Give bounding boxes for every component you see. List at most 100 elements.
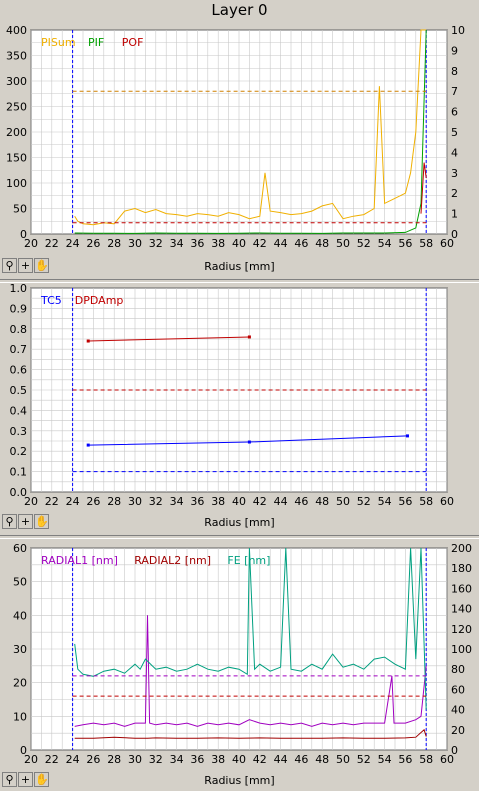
y-tick-label: 1.0 — [10, 282, 28, 295]
x-tick-label: 56 — [398, 495, 412, 508]
hand-icon[interactable]: ✋ — [34, 258, 49, 273]
y2-tick-label: 20 — [451, 724, 465, 737]
y-tick-label: 0.8 — [10, 323, 28, 336]
y-tick-label: 0.4 — [10, 404, 28, 417]
x-tick-label: 48 — [315, 495, 329, 508]
magnifier-icon[interactable]: ⚲ — [2, 772, 17, 787]
x-tick-label: 20 — [24, 753, 38, 766]
y2-tick-label: 4 — [451, 146, 458, 159]
crosshair-icon[interactable]: + — [18, 772, 33, 787]
x-tick-label: 28 — [107, 753, 121, 766]
magnifier-icon[interactable]: ⚲ — [2, 514, 17, 529]
x-tick-label: 20 — [24, 495, 38, 508]
crosshair-icon[interactable]: + — [18, 258, 33, 273]
x-tick-label: 60 — [440, 237, 454, 250]
x-tick-label: 30 — [128, 237, 142, 250]
y2-tick-label: 0 — [451, 228, 458, 241]
chart-pisum[interactable]: 20 22 24 26 28 30 32 34 36 38 40 42 44 46 48 50 52 54 56 58… — [0, 22, 479, 256]
chart-panel-1: 20 22 24 26 28 30 32 34 36 38 40 42 44 46 48 50 52 54 56 58… — [0, 22, 479, 277]
y2-tick-label: 100 — [451, 643, 472, 656]
x-tick-label: 50 — [336, 495, 350, 508]
chart-tc5[interactable]: 20 22 24 26 28 30 32 34 36 38 40 42 44 46 48 50 52 54 56 58… — [0, 282, 479, 512]
y2-tick-label: 120 — [451, 623, 472, 636]
x-tick-label: 52 — [357, 237, 371, 250]
chart-toolbar: ⚲ + ✋ — [2, 258, 50, 274]
y-tick-label: 350 — [6, 50, 27, 63]
x-tick-label: 32 — [149, 237, 163, 250]
series-line-0 — [74, 29, 427, 226]
y-tick-label: 0.5 — [10, 384, 28, 397]
y-tick-label: 50 — [13, 576, 27, 589]
series-line-1 — [74, 728, 427, 739]
x-tick-label: 60 — [440, 753, 454, 766]
x-tick-label: 56 — [398, 237, 412, 250]
x-tick-label: 56 — [398, 753, 412, 766]
x-axis-label: Radius [mm] — [204, 516, 275, 529]
x-tick-label: 60 — [440, 495, 454, 508]
x-tick-label: 22 — [45, 237, 59, 250]
x-tick-label: 44 — [274, 237, 288, 250]
panel-splitter[interactable] — [0, 279, 479, 283]
y-tick-label: 20 — [13, 677, 27, 690]
y-tick-label: 300 — [6, 75, 27, 88]
x-tick-label: 52 — [357, 495, 371, 508]
series-point — [86, 443, 90, 447]
x-tick-label: 28 — [107, 237, 121, 250]
x-tick-label: 38 — [211, 495, 225, 508]
y2-tick-label: 0 — [451, 744, 458, 757]
y-tick-label: 30 — [13, 643, 27, 656]
y2-tick-label: 60 — [451, 683, 465, 696]
x-tick-label: 40 — [232, 753, 246, 766]
series-point — [405, 434, 409, 438]
x-tick-label: 30 — [128, 753, 142, 766]
x-tick-label: 46 — [294, 495, 308, 508]
x-tick-label: 36 — [190, 753, 204, 766]
y-tick-label: 0.1 — [10, 466, 28, 479]
series-point — [86, 339, 90, 343]
y-tick-label: 250 — [6, 101, 27, 114]
series-line-1 — [88, 336, 250, 342]
y-tick-label: 50 — [13, 203, 27, 216]
y-tick-label: 40 — [13, 609, 27, 622]
y2-tick-label: 3 — [451, 167, 458, 180]
y2-tick-label: 6 — [451, 106, 458, 119]
x-tick-label: 48 — [315, 753, 329, 766]
y2-tick-label: 200 — [451, 542, 472, 555]
magnifier-icon[interactable]: ⚲ — [2, 258, 17, 273]
x-tick-label: 58 — [419, 237, 433, 250]
x-tick-label: 42 — [253, 237, 267, 250]
x-tick-label: 30 — [128, 495, 142, 508]
panel-splitter[interactable] — [0, 535, 479, 539]
series-point — [247, 440, 251, 444]
y2-tick-label: 140 — [451, 603, 472, 616]
y-tick-label: 60 — [13, 542, 27, 555]
y2-tick-label: 9 — [451, 44, 458, 57]
legend-entry: DPDAmp — [75, 294, 124, 307]
legend-entry: POF — [122, 36, 144, 49]
y2-tick-label: 40 — [451, 704, 465, 717]
x-tick-label: 44 — [274, 753, 288, 766]
y-tick-label: 150 — [6, 152, 27, 165]
x-tick-label: 24 — [66, 753, 80, 766]
x-tick-label: 38 — [211, 753, 225, 766]
window-title: Layer 0 — [211, 1, 268, 19]
x-axis-label: Radius [mm] — [204, 260, 275, 273]
hand-icon[interactable]: ✋ — [34, 514, 49, 529]
y-tick-label: 10 — [13, 710, 27, 723]
x-tick-label: 26 — [86, 237, 100, 250]
x-tick-label: 26 — [86, 753, 100, 766]
y-tick-label: 0.2 — [10, 445, 28, 458]
chart-panel-3: 20 22 24 26 28 30 32 34 36 38 40 42 44 46 48 50 52 54 56 58… — [0, 538, 479, 791]
x-tick-label: 54 — [378, 495, 392, 508]
chart-toolbar: ⚲ + ✋ — [2, 514, 50, 530]
x-tick-label: 52 — [357, 753, 371, 766]
y2-tick-label: 10 — [451, 24, 465, 37]
x-tick-label: 44 — [274, 495, 288, 508]
x-tick-label: 58 — [419, 495, 433, 508]
chart-radial[interactable]: 20 22 24 26 28 30 32 34 36 38 40 42 44 46 48 50 52 54 56 58… — [0, 538, 479, 770]
hand-icon[interactable]: ✋ — [34, 772, 49, 787]
x-tick-label: 42 — [253, 753, 267, 766]
y2-tick-label: 7 — [451, 85, 458, 98]
x-tick-label: 54 — [378, 753, 392, 766]
crosshair-icon[interactable]: + — [18, 514, 33, 529]
